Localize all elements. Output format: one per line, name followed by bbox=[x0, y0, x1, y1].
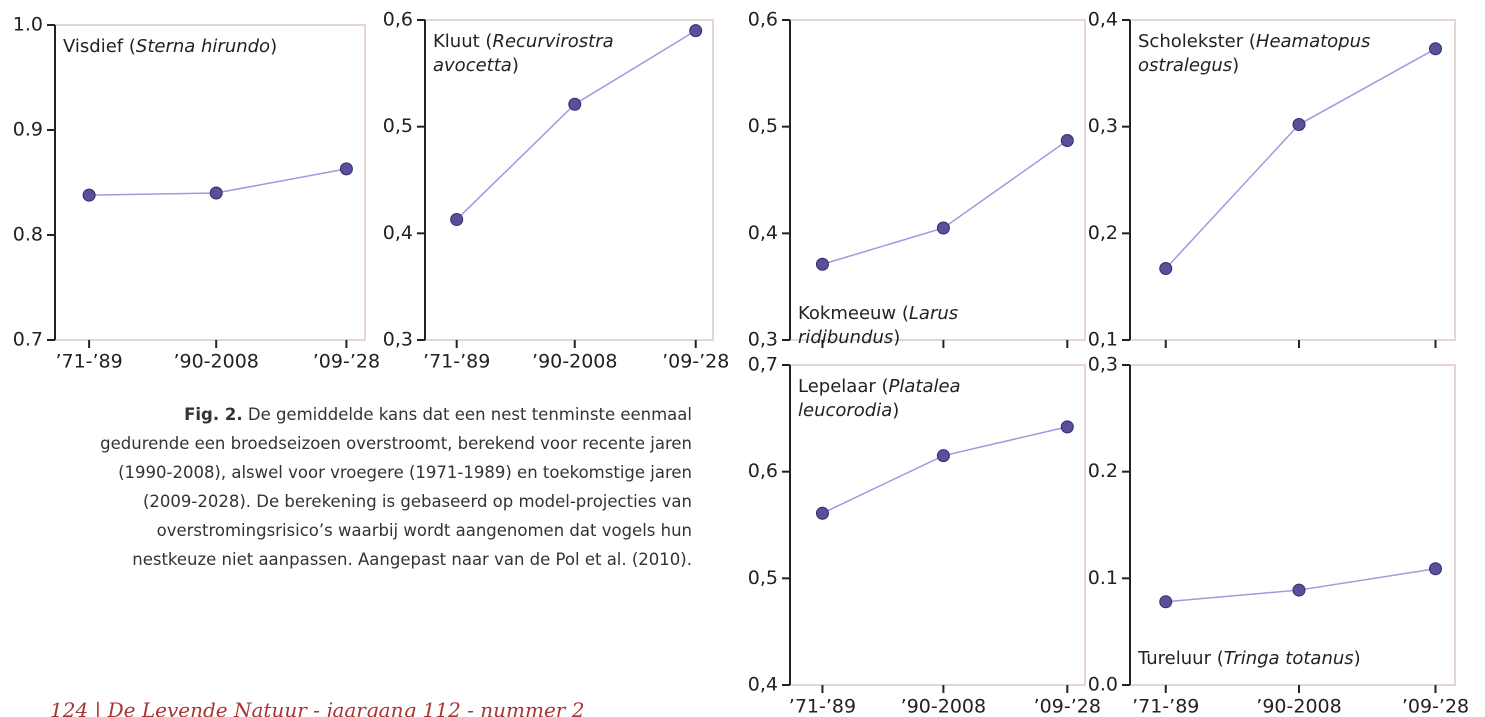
data-point bbox=[815, 506, 829, 520]
x-tick-label: ’09-’28 bbox=[1034, 696, 1101, 717]
title-part: Kluut ( bbox=[433, 31, 493, 52]
data-point bbox=[1060, 420, 1074, 434]
y-tick-label: 0,4 bbox=[748, 674, 778, 696]
title-part: Kokmeeuw ( bbox=[798, 303, 909, 324]
title-part: Scholekster ( bbox=[1138, 31, 1256, 52]
x-tick-label: ’90-2008 bbox=[532, 351, 617, 373]
caption-text: De gemiddelde kans dat een nest tenminst… bbox=[100, 405, 692, 569]
y-tick-label: 0.7 bbox=[13, 329, 43, 351]
x-tick-label: ’71-’89 bbox=[1132, 696, 1199, 717]
title-part: Visdief ( bbox=[63, 36, 136, 57]
x-tick-label: ’90-2008 bbox=[901, 696, 986, 717]
y-tick-label: 0,4 bbox=[1088, 9, 1118, 31]
title-part: Tureluur ( bbox=[1138, 648, 1224, 669]
plot-frame bbox=[1129, 364, 1456, 686]
data-point bbox=[936, 449, 950, 463]
x-tick-label: ’09-’28 bbox=[662, 351, 729, 373]
y-tick-label: 0,5 bbox=[748, 115, 778, 137]
y-tick-label: 0,5 bbox=[383, 115, 413, 137]
y-tick-label: 0,1 bbox=[1088, 329, 1118, 351]
title-part: Sterna hirundo bbox=[135, 36, 271, 57]
data-point bbox=[1060, 134, 1074, 148]
footer: 124 | De Levende Natuur - jaargang 112 -… bbox=[50, 698, 585, 717]
y-tick-label: 0,4 bbox=[383, 222, 413, 244]
y-tick-label: 0.9 bbox=[13, 119, 43, 141]
title-part: ) bbox=[511, 55, 519, 76]
x-tick-label: ’90-2008 bbox=[1256, 696, 1341, 717]
y-tick-label: 0,6 bbox=[748, 9, 778, 31]
y-tick-label: 0,6 bbox=[748, 460, 778, 482]
data-point bbox=[1292, 583, 1306, 597]
data-point bbox=[1292, 118, 1306, 132]
data-point bbox=[689, 24, 703, 38]
data-point bbox=[339, 162, 353, 176]
title-part: ) bbox=[270, 36, 278, 57]
title-part: ) bbox=[892, 400, 900, 421]
y-tick-label: 0,3 bbox=[1088, 115, 1118, 137]
caption: Fig. 2. De gemiddelde kans dat een nest … bbox=[100, 400, 692, 574]
plot-frame bbox=[54, 24, 366, 341]
y-tick-label: 1.0 bbox=[13, 14, 43, 36]
data-point bbox=[1159, 262, 1173, 276]
caption-label: Fig. 2. bbox=[184, 405, 243, 424]
y-tick-label: 0,3 bbox=[383, 329, 413, 351]
x-tick-label: ’71-’89 bbox=[423, 351, 490, 373]
y-tick-label: 0.8 bbox=[13, 224, 43, 246]
x-tick-label: ’90-2008 bbox=[173, 351, 258, 373]
data-line bbox=[822, 426, 1068, 514]
y-tick-label: 0.2 bbox=[1088, 460, 1118, 482]
chart-title: Kokmeeuw (Larus ridibundus) bbox=[798, 302, 1063, 350]
data-point bbox=[568, 97, 582, 111]
title-part: ) bbox=[1232, 55, 1240, 76]
x-tick-label: ’71-’89 bbox=[55, 351, 122, 373]
data-point bbox=[209, 186, 223, 200]
data-point bbox=[1159, 595, 1173, 609]
chart-title: Lepelaar (Platalea leucorodia) bbox=[798, 375, 1063, 423]
chart-title: Visdief (Sterna hirundo) bbox=[63, 35, 343, 59]
y-tick-label: 0,2 bbox=[1088, 222, 1118, 244]
title-part: ) bbox=[1353, 648, 1361, 669]
chart-title: Scholekster (Heamatopus ostralegus) bbox=[1138, 30, 1433, 78]
y-tick-label: 0,7 bbox=[748, 354, 778, 376]
y-tick-label: 0.1 bbox=[1088, 567, 1118, 589]
data-point bbox=[936, 221, 950, 235]
data-point bbox=[82, 188, 96, 202]
title-part: Tringa totanus bbox=[1223, 648, 1354, 669]
title-part: Larus ridibundus bbox=[798, 303, 959, 348]
chart-title: Tureluur (Tringa totanus) bbox=[1138, 647, 1433, 671]
title-part: Recurvirostra avocetta bbox=[433, 31, 614, 76]
x-tick-label: ’09-’28 bbox=[1402, 696, 1469, 717]
y-tick-label: 0,4 bbox=[748, 222, 778, 244]
title-part: ) bbox=[893, 327, 901, 348]
y-tick-label: 0.0 bbox=[1088, 674, 1118, 696]
data-point bbox=[1429, 562, 1442, 576]
x-tick-label: ’09-’28 bbox=[313, 351, 380, 373]
title-part: Platalea leucorodia bbox=[798, 376, 961, 421]
title-part: Heamatopus ostralegus bbox=[1138, 31, 1371, 76]
title-part: Lepelaar ( bbox=[798, 376, 889, 397]
data-point bbox=[450, 212, 464, 226]
x-tick-label: ’71-’89 bbox=[789, 696, 856, 717]
y-tick-label: 0,3 bbox=[1088, 354, 1118, 376]
data-line bbox=[1165, 48, 1436, 270]
data-point bbox=[1429, 42, 1442, 56]
y-tick-label: 0,3 bbox=[748, 329, 778, 351]
y-tick-label: 0,6 bbox=[383, 9, 413, 31]
chart-title: Kluut (Recurvirostra avocetta) bbox=[433, 30, 691, 78]
data-line bbox=[822, 139, 1068, 265]
data-point bbox=[815, 257, 829, 271]
y-tick-label: 0,5 bbox=[748, 567, 778, 589]
plot-frame bbox=[789, 19, 1086, 341]
